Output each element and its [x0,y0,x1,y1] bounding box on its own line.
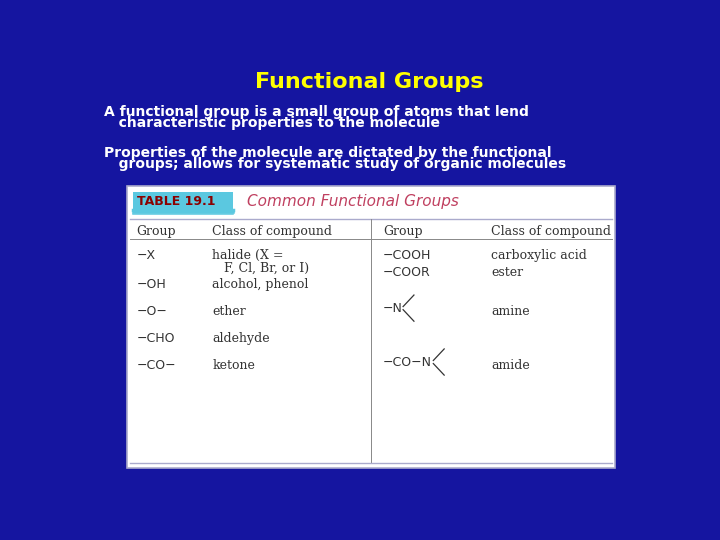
FancyBboxPatch shape [132,192,233,209]
Text: A functional group is a small group of atoms that lend: A functional group is a small group of a… [104,105,528,119]
Text: Class of compound: Class of compound [492,225,611,238]
Text: TABLE 19.1: TABLE 19.1 [138,194,216,207]
Text: alcohol, phenol: alcohol, phenol [212,278,309,291]
Text: amide: amide [492,359,530,372]
Text: Group: Group [383,225,423,238]
Text: −OH: −OH [137,278,166,291]
Text: Group: Group [137,225,176,238]
Text: halide (X =: halide (X = [212,249,284,262]
Text: −COOR: −COOR [383,266,431,279]
Text: characteristic properties to the molecule: characteristic properties to the molecul… [104,117,440,130]
Text: −N: −N [383,302,402,315]
Text: Properties of the molecule are dictated by the functional: Properties of the molecule are dictated … [104,146,552,160]
Text: −COOH: −COOH [383,249,431,262]
Text: ketone: ketone [212,359,256,372]
Text: amine: amine [492,305,530,318]
Text: −X: −X [137,249,156,262]
Text: aldehyde: aldehyde [212,332,270,345]
Text: Class of compound: Class of compound [212,225,333,238]
Text: −CO−N: −CO−N [383,355,432,368]
Text: Functional Groups: Functional Groups [255,72,483,92]
Text: Common Functional Groups: Common Functional Groups [248,194,459,208]
Text: ether: ether [212,305,246,318]
Text: −CO−: −CO− [137,359,176,372]
Text: F, Cl, Br, or I): F, Cl, Br, or I) [212,261,310,274]
FancyBboxPatch shape [127,186,616,468]
Text: −O−: −O− [137,305,167,318]
Text: ester: ester [492,266,523,279]
Text: −CHO: −CHO [137,332,175,345]
Text: carboxylic acid: carboxylic acid [492,249,588,262]
Text: groups; allows for systematic study of organic molecules: groups; allows for systematic study of o… [104,157,566,171]
